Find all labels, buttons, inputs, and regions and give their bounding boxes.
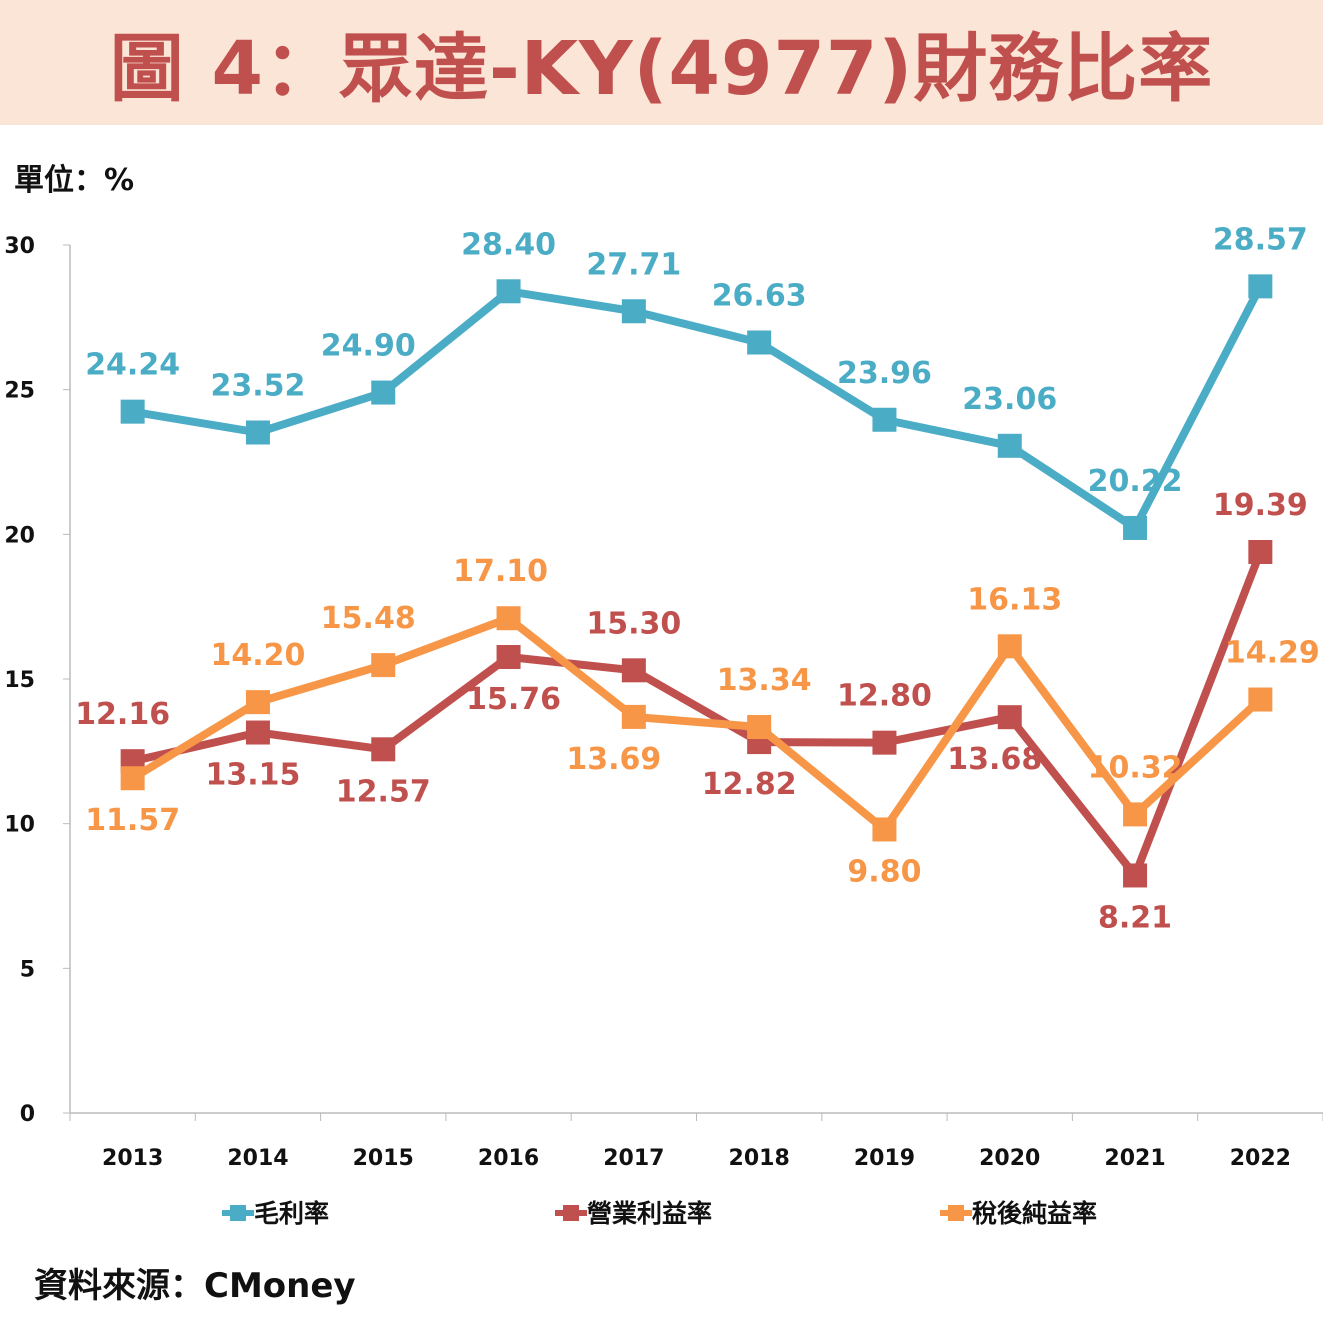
data-point [1123,863,1148,888]
data-point [997,705,1022,730]
chart-title: 圖 4：眾達-KY(4977)財務比率 [109,26,1214,112]
data-label: 12.57 [336,774,431,809]
data-label: 13.15 [205,758,300,793]
data-point [245,720,270,745]
y-tick-label: 15 [4,668,35,693]
data-point [1248,274,1273,299]
series-line-0 [131,284,1264,532]
data-label: 12.16 [75,697,170,732]
data-label: 16.13 [967,582,1062,617]
data-label: 14.20 [210,638,305,673]
data-point [245,690,270,715]
data-point [872,730,897,755]
data-label: 24.90 [321,329,416,364]
data-label: 28.40 [461,227,556,262]
data-label: 23.52 [210,368,305,403]
unit-label: 單位：% [14,163,135,198]
data-label: 12.80 [837,679,932,714]
data-point [621,658,646,683]
data-label: 19.39 [1213,488,1308,523]
x-tick-label: 2020 [979,1146,1040,1171]
data-label: 9.80 [847,854,921,889]
legend-label: 毛利率 [254,1199,329,1228]
x-tick-label: 2016 [478,1146,539,1171]
y-tick-label: 5 [20,957,35,982]
data-label: 15.48 [321,601,416,636]
data-label: 13.34 [717,663,812,698]
x-tick-label: 2015 [353,1146,414,1171]
data-point [496,279,521,304]
data-label: 13.68 [947,742,1042,777]
data-point [997,634,1022,659]
data-label: 12.82 [702,767,797,802]
data-label: 27.71 [586,247,681,282]
data-label: 26.63 [712,279,807,314]
legend-label: 稅後純益率 [972,1199,1097,1228]
source-note: 資料來源：CMoney [34,1266,356,1306]
y-tick-label: 0 [20,1102,35,1127]
legend-marker [230,1205,246,1221]
data-label: 23.06 [962,382,1057,417]
data-point [1248,539,1273,564]
data-point [245,420,270,445]
data-label: 20.22 [1088,464,1183,499]
data-point [997,433,1022,458]
x-tick-label: 2019 [854,1146,915,1171]
data-point [872,407,897,432]
legend-marker [563,1205,579,1221]
data-label: 17.10 [453,554,548,589]
data-point [872,817,897,842]
y-tick-label: 30 [4,234,35,259]
series-line-1 [131,550,1265,880]
data-point [496,645,521,670]
data-point [120,766,145,791]
data-label: 13.69 [566,742,661,777]
data-label: 14.29 [1225,636,1320,671]
y-tick-label: 10 [4,813,35,838]
y-tick-label: 25 [4,379,35,404]
data-label: 24.24 [85,348,180,383]
x-tick-label: 2022 [1230,1146,1291,1171]
data-point [1123,515,1148,540]
data-point [747,715,772,740]
data-label: 10.32 [1088,750,1183,785]
x-tick-label: 2021 [1104,1146,1165,1171]
data-label: 8.21 [1098,900,1172,935]
data-point [747,330,772,355]
title-band: 圖 4：眾達-KY(4977)財務比率 [0,0,1323,125]
data-label: 23.96 [837,356,932,391]
data-label: 28.57 [1213,222,1308,257]
data-point [1123,802,1148,827]
x-tick-label: 2013 [102,1146,163,1171]
data-point [371,653,396,678]
x-tick-label: 2014 [227,1146,288,1171]
legend-label: 營業利益率 [587,1199,712,1228]
series-line-2 [130,614,1264,834]
data-point [496,606,521,631]
x-tick-label: 2017 [603,1146,664,1171]
data-label: 15.30 [586,606,681,641]
y-tick-label: 20 [4,523,35,548]
x-tick-label: 2018 [729,1146,790,1171]
data-point [120,399,145,424]
data-label: 15.76 [466,682,561,717]
data-point [371,380,396,405]
legend-marker [948,1205,964,1221]
data-point [371,737,396,762]
data-point [621,704,646,729]
data-point [621,299,646,324]
data-label: 11.57 [85,803,180,838]
data-point [1248,687,1273,712]
